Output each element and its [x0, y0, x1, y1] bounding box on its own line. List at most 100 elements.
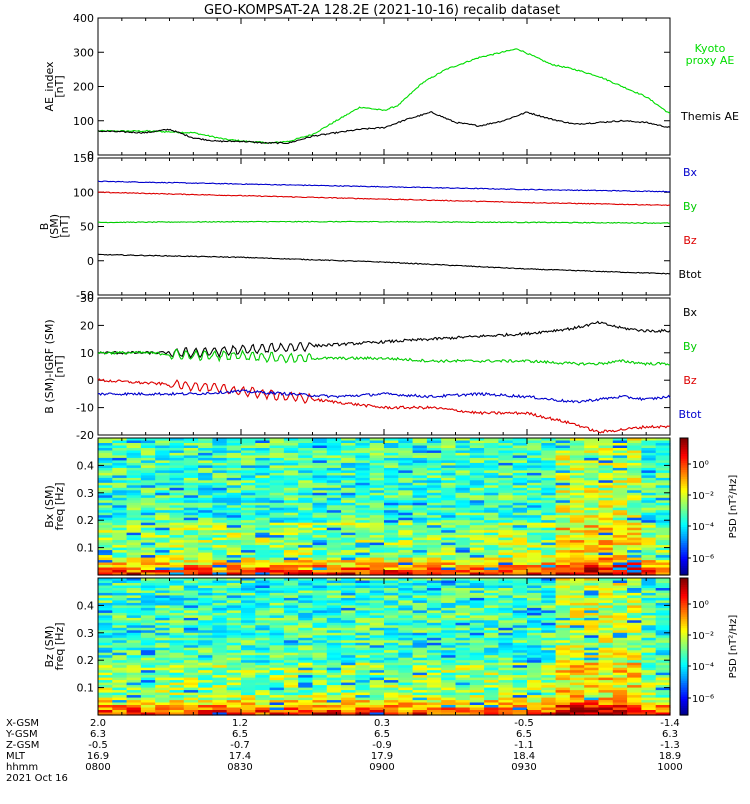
- series-line-kyoto-proxy-ae: [97, 48, 671, 144]
- spectrogram-cell: [341, 460, 356, 464]
- spectrogram-cell: [255, 462, 271, 466]
- spectrogram-cell: [312, 450, 328, 454]
- spectrogram-cell: [627, 477, 642, 481]
- spectrogram-cell: [326, 655, 342, 659]
- spectrogram-cell: [155, 610, 171, 614]
- y-axis-label: [nT]: [53, 75, 66, 97]
- spectrogram-cell: [455, 472, 471, 476]
- spectrogram-cell: [612, 552, 628, 556]
- spectrogram-cell: [441, 443, 457, 447]
- spectrogram-cell: [226, 657, 242, 661]
- spectrogram-cell: [641, 630, 657, 634]
- ephemeris-value: 0930: [511, 762, 536, 773]
- spectrogram-cell: [569, 660, 585, 664]
- spectrogram-cell: [441, 632, 457, 636]
- spectrogram-cell: [455, 545, 471, 549]
- spectrogram-cell: [212, 445, 228, 449]
- spectrogram-cell: [269, 537, 285, 541]
- spectrogram-cell: [369, 690, 385, 694]
- spectrogram-cell: [641, 457, 657, 461]
- spectrogram-cell: [498, 667, 514, 671]
- spectrogram-cell: [641, 662, 657, 666]
- spectrogram-cell: [498, 610, 514, 614]
- spectrogram-cell: [641, 497, 657, 501]
- spectrogram-cell: [341, 438, 356, 442]
- spectrogram-cell: [555, 690, 571, 694]
- spectrogram-cell: [512, 537, 528, 541]
- spectrogram-cell: [455, 443, 471, 447]
- spectrogram-cell: [183, 600, 199, 604]
- colorbar-step: [680, 657, 688, 661]
- spectrogram-cell: [369, 707, 385, 711]
- spectrogram-cell: [527, 482, 542, 486]
- spectrogram-cell: [455, 462, 471, 466]
- spectrogram-cell: [584, 540, 600, 544]
- spectrogram-cell: [441, 572, 457, 576]
- spectrogram-cell: [655, 695, 671, 699]
- spectrogram-cell: [441, 710, 457, 714]
- spectrogram-cell: [555, 695, 571, 699]
- spectrogram-cell: [627, 585, 642, 589]
- spectrogram-cell: [569, 542, 585, 546]
- spectrogram-cell: [112, 635, 128, 639]
- spectrogram-cell: [298, 605, 314, 609]
- spectrogram-cell: [140, 680, 156, 684]
- spectrogram-cell: [255, 552, 271, 556]
- spectrogram-cell: [355, 652, 371, 656]
- spectrogram-cell: [241, 530, 256, 534]
- spectrogram-cell: [269, 522, 285, 526]
- spectrogram-cell: [126, 645, 142, 649]
- spectrogram-cell: [627, 622, 642, 626]
- spectrogram-cell: [140, 527, 156, 531]
- spectrogram-cell: [112, 585, 128, 589]
- spectrogram-cell: [584, 475, 600, 479]
- spectrogram-cell: [655, 472, 671, 476]
- spectrogram-cell: [169, 515, 185, 519]
- spectrogram-cell: [226, 580, 242, 584]
- spectrogram-cell: [126, 465, 142, 469]
- spectrogram-cell: [241, 583, 256, 587]
- spectrogram-cell: [112, 687, 128, 691]
- spectrogram-cell: [527, 522, 542, 526]
- spectrogram-cell: [612, 627, 628, 631]
- spectrogram-cell: [241, 667, 256, 671]
- spectrogram-cell: [198, 487, 213, 491]
- spectrogram-cell: [269, 480, 285, 484]
- spectrogram-cell: [426, 565, 442, 569]
- spectrogram-cell: [441, 467, 457, 471]
- spectrogram-cell: [555, 450, 571, 454]
- spectrogram-cell: [527, 547, 542, 551]
- spectrogram-cell: [126, 562, 142, 566]
- spectrogram-cell: [426, 540, 442, 544]
- spectrogram-cell: [283, 500, 299, 504]
- spectrogram-cell: [455, 630, 471, 634]
- spectrogram-cell: [140, 500, 156, 504]
- spectrogram-cell: [212, 505, 228, 509]
- spectrogram-cell: [627, 687, 642, 691]
- spectrogram-cell: [641, 588, 657, 592]
- spectrogram-cell: [655, 655, 671, 659]
- spectrogram-cell: [226, 627, 242, 631]
- spectrogram-cell: [269, 462, 285, 466]
- spectrogram-cell: [155, 480, 171, 484]
- spectrogram-cell: [398, 557, 414, 561]
- spectrogram-cell: [555, 490, 571, 494]
- spectrogram-cell: [341, 578, 356, 582]
- spectrogram-cell: [384, 467, 399, 471]
- spectrogram-cell: [140, 522, 156, 526]
- spectrogram-cell: [155, 617, 171, 621]
- spectrogram-cell: [441, 497, 457, 501]
- spectrogram-cell: [655, 465, 671, 469]
- spectrogram-cell: [198, 690, 213, 694]
- spectrogram-cell: [112, 620, 128, 624]
- spectrogram-cell: [155, 440, 171, 444]
- spectrogram-cell: [112, 617, 128, 621]
- colorbar-tick-label: 10⁻⁶: [692, 694, 714, 705]
- spectrogram-cell: [312, 580, 328, 584]
- spectrogram-cell: [298, 552, 314, 556]
- spectrogram-cell: [112, 695, 128, 699]
- spectrogram-cell: [469, 705, 485, 709]
- spectrogram-cell: [384, 555, 399, 559]
- spectrogram-cell: [555, 465, 571, 469]
- spectrogram-cell: [183, 547, 199, 551]
